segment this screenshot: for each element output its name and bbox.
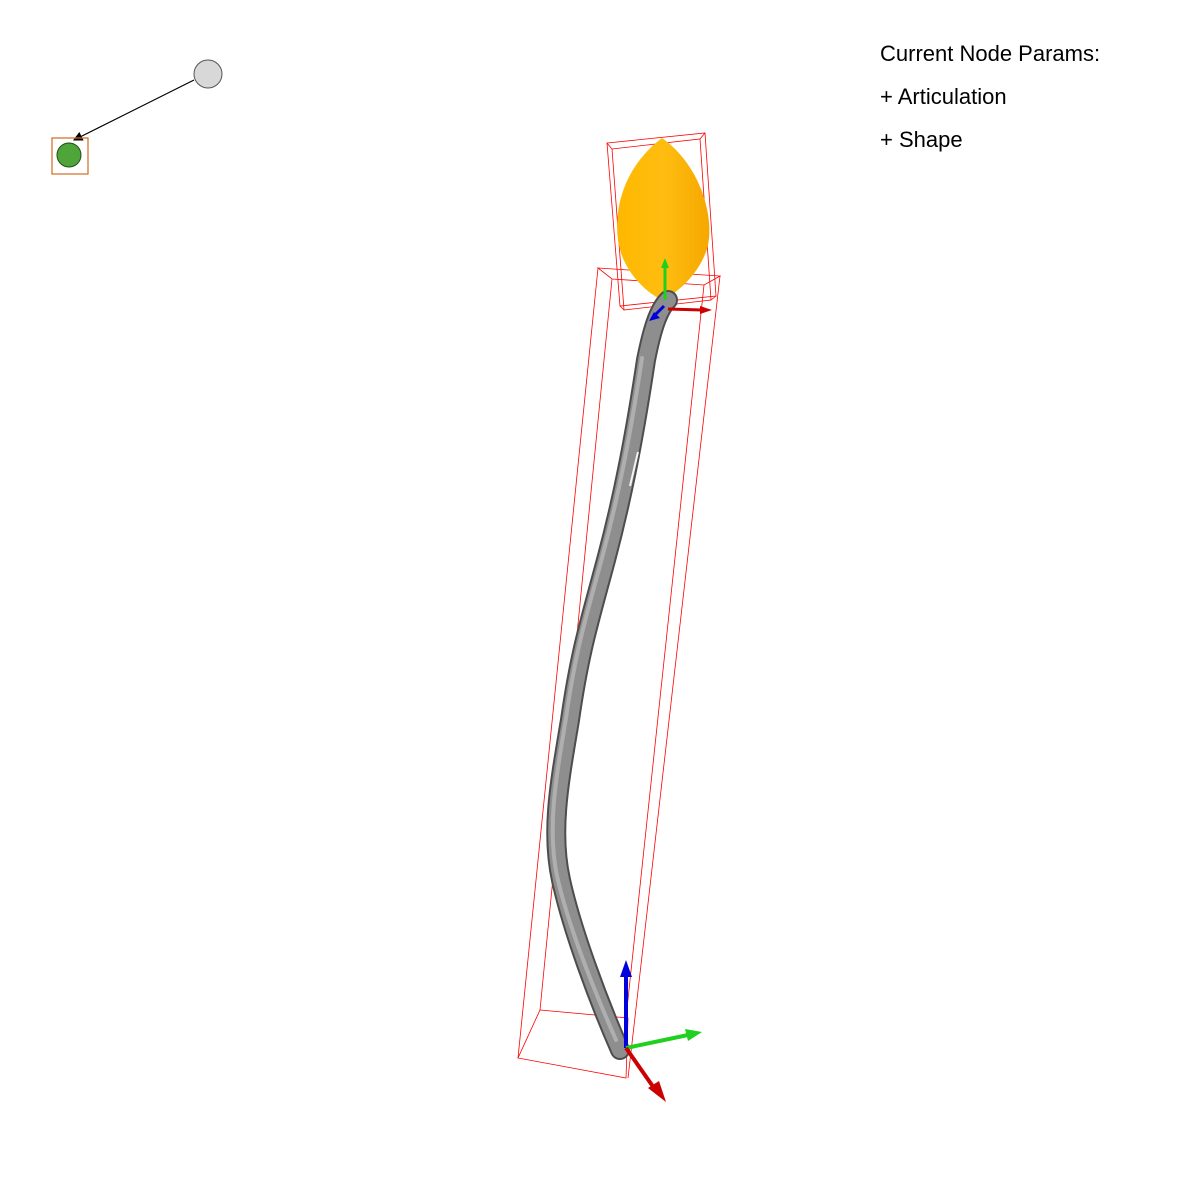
- stem-shape[interactable]: [548, 292, 676, 1058]
- top-x-axis-tip: [700, 306, 712, 314]
- top-x-axis: [667, 307, 703, 312]
- base-x-axis-tip: [648, 1081, 666, 1102]
- stem-highlight: [550, 356, 644, 1042]
- top-axes-gizmo[interactable]: [649, 258, 712, 321]
- leaf-bounding-box: [606, 132, 717, 311]
- node-params-panel: Current Node Params: + Articulation + Sh…: [880, 32, 1100, 161]
- node-graph: [51, 59, 223, 175]
- current-node[interactable]: [56, 142, 82, 168]
- top-z-axis: [653, 304, 666, 317]
- stem-bounding-box: [517, 267, 722, 1079]
- base-axes-gizmo[interactable]: [620, 960, 702, 1102]
- articulation-toggle[interactable]: + Articulation: [880, 84, 1007, 109]
- base-x-axis: [624, 1046, 656, 1090]
- top-y-axis-tip: [661, 258, 669, 268]
- stem-specular: [629, 451, 639, 487]
- base-y-axis: [625, 1033, 689, 1050]
- params-title: Current Node Params:: [880, 41, 1101, 66]
- node-edge: [72, 79, 195, 141]
- node-selection-box: [51, 137, 89, 175]
- base-z-axis-tip: [620, 960, 632, 977]
- parent-node[interactable]: [193, 59, 223, 89]
- leaf-shape[interactable]: [617, 138, 710, 300]
- shape-toggle[interactable]: + Shape: [880, 127, 963, 152]
- top-z-axis-tip: [649, 312, 660, 321]
- base-y-axis-tip: [685, 1029, 702, 1041]
